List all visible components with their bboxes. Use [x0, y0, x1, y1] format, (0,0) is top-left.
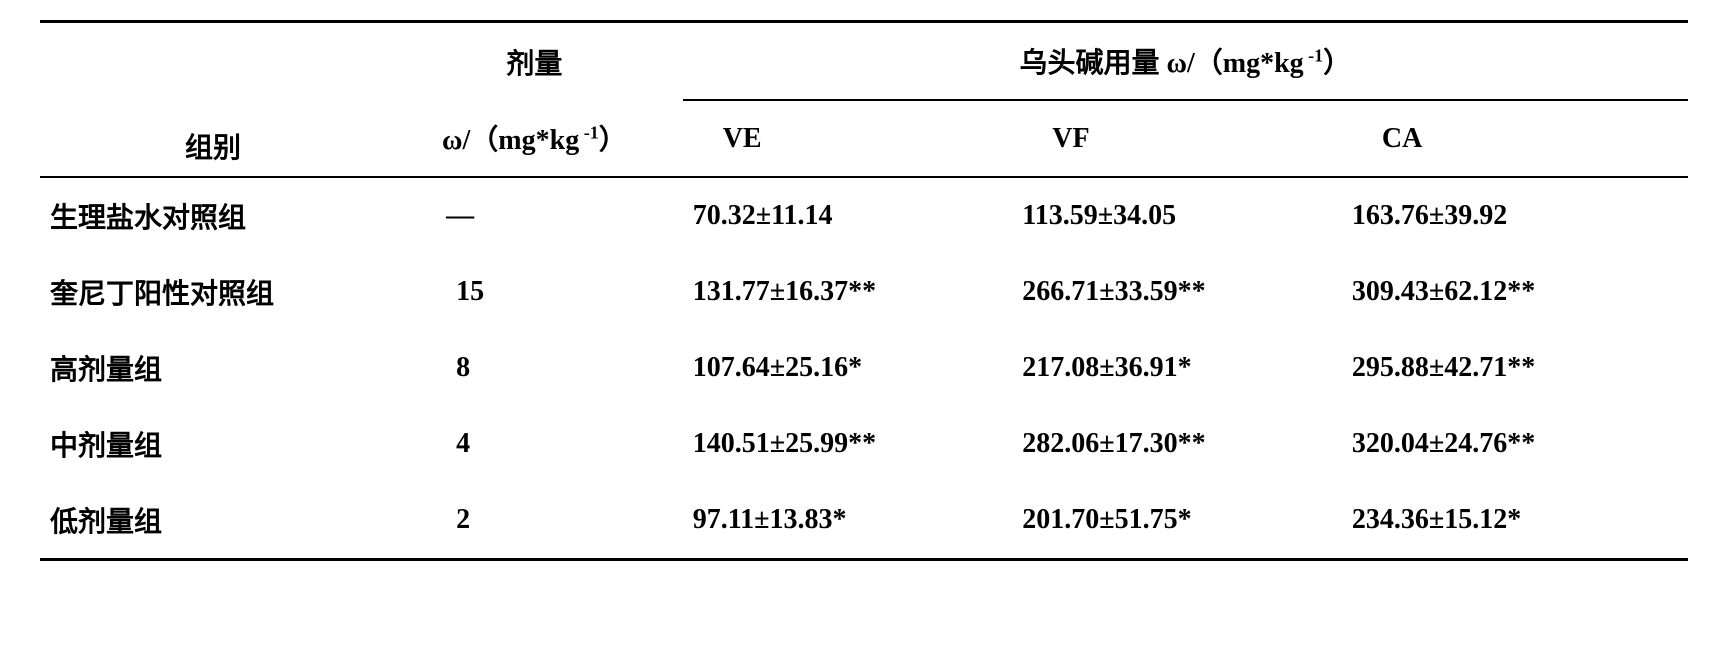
cell-group: 中剂量组 [40, 406, 386, 482]
cell-group: 奎尼丁阳性对照组 [40, 254, 386, 330]
dose-unit-prefix: ω/（mg*kg [442, 125, 579, 156]
cell-ve: 140.51±25.99** [683, 406, 1013, 482]
cell-ve: 131.77±16.37** [683, 254, 1013, 330]
header-dose-unit: ω/（mg*kg -1） [386, 100, 683, 177]
header-ve: VE [683, 100, 1013, 177]
cell-vf: 113.59±34.05 [1012, 177, 1342, 254]
cell-dose: 8 [386, 330, 683, 406]
cell-dose: 15 [386, 254, 683, 330]
table-body: 生理盐水对照组 — 70.32±11.14 113.59±34.05 163.7… [40, 177, 1688, 560]
dose-unit-suffix: ） [599, 125, 627, 156]
table-row: 中剂量组 4 140.51±25.99** 282.06±17.30** 320… [40, 406, 1688, 482]
header-row-1: 组别 剂量 乌头碱用量 ω/（mg*kg -1） [40, 22, 1688, 101]
cell-ca: 295.88±42.71** [1342, 330, 1688, 406]
header-aconitine: 乌头碱用量 ω/（mg*kg -1） [683, 22, 1688, 101]
cell-ca: 234.36±15.12* [1342, 482, 1688, 560]
table-row: 奎尼丁阳性对照组 15 131.77±16.37** 266.71±33.59*… [40, 254, 1688, 330]
cell-vf: 201.70±51.75* [1012, 482, 1342, 560]
table-row: 低剂量组 2 97.11±13.83* 201.70±51.75* 234.36… [40, 482, 1688, 560]
header-dose-label: 剂量 [386, 22, 683, 101]
table-row: 高剂量组 8 107.64±25.16* 217.08±36.91* 295.8… [40, 330, 1688, 406]
cell-ca: 163.76±39.92 [1342, 177, 1688, 254]
cell-dose: 4 [386, 406, 683, 482]
cell-dose: 2 [386, 482, 683, 560]
cell-dose: — [386, 177, 683, 254]
cell-group: 高剂量组 [40, 330, 386, 406]
header-main-suffix: ） [1323, 48, 1351, 79]
header-vf: VF [1012, 100, 1342, 177]
cell-vf: 282.06±17.30** [1012, 406, 1342, 482]
header-ca: CA [1342, 100, 1688, 177]
data-table: 组别 剂量 乌头碱用量 ω/（mg*kg -1） ω/（mg*kg -1） VE… [40, 20, 1688, 561]
cell-ve: 107.64±25.16* [683, 330, 1013, 406]
cell-vf: 266.71±33.59** [1012, 254, 1342, 330]
cell-ca: 309.43±62.12** [1342, 254, 1688, 330]
table-header: 组别 剂量 乌头碱用量 ω/（mg*kg -1） ω/（mg*kg -1） VE… [40, 22, 1688, 178]
cell-ve: 97.11±13.83* [683, 482, 1013, 560]
cell-group: 低剂量组 [40, 482, 386, 560]
cell-ve: 70.32±11.14 [683, 177, 1013, 254]
cell-vf: 217.08±36.91* [1012, 330, 1342, 406]
dose-unit-exp: -1 [579, 123, 599, 143]
cell-ca: 320.04±24.76** [1342, 406, 1688, 482]
header-group: 组别 [40, 22, 386, 178]
cell-group: 生理盐水对照组 [40, 177, 386, 254]
header-main-exp: -1 [1304, 46, 1324, 66]
header-main-prefix: 乌头碱用量 ω/（mg*kg [1020, 48, 1304, 79]
table-row: 生理盐水对照组 — 70.32±11.14 113.59±34.05 163.7… [40, 177, 1688, 254]
